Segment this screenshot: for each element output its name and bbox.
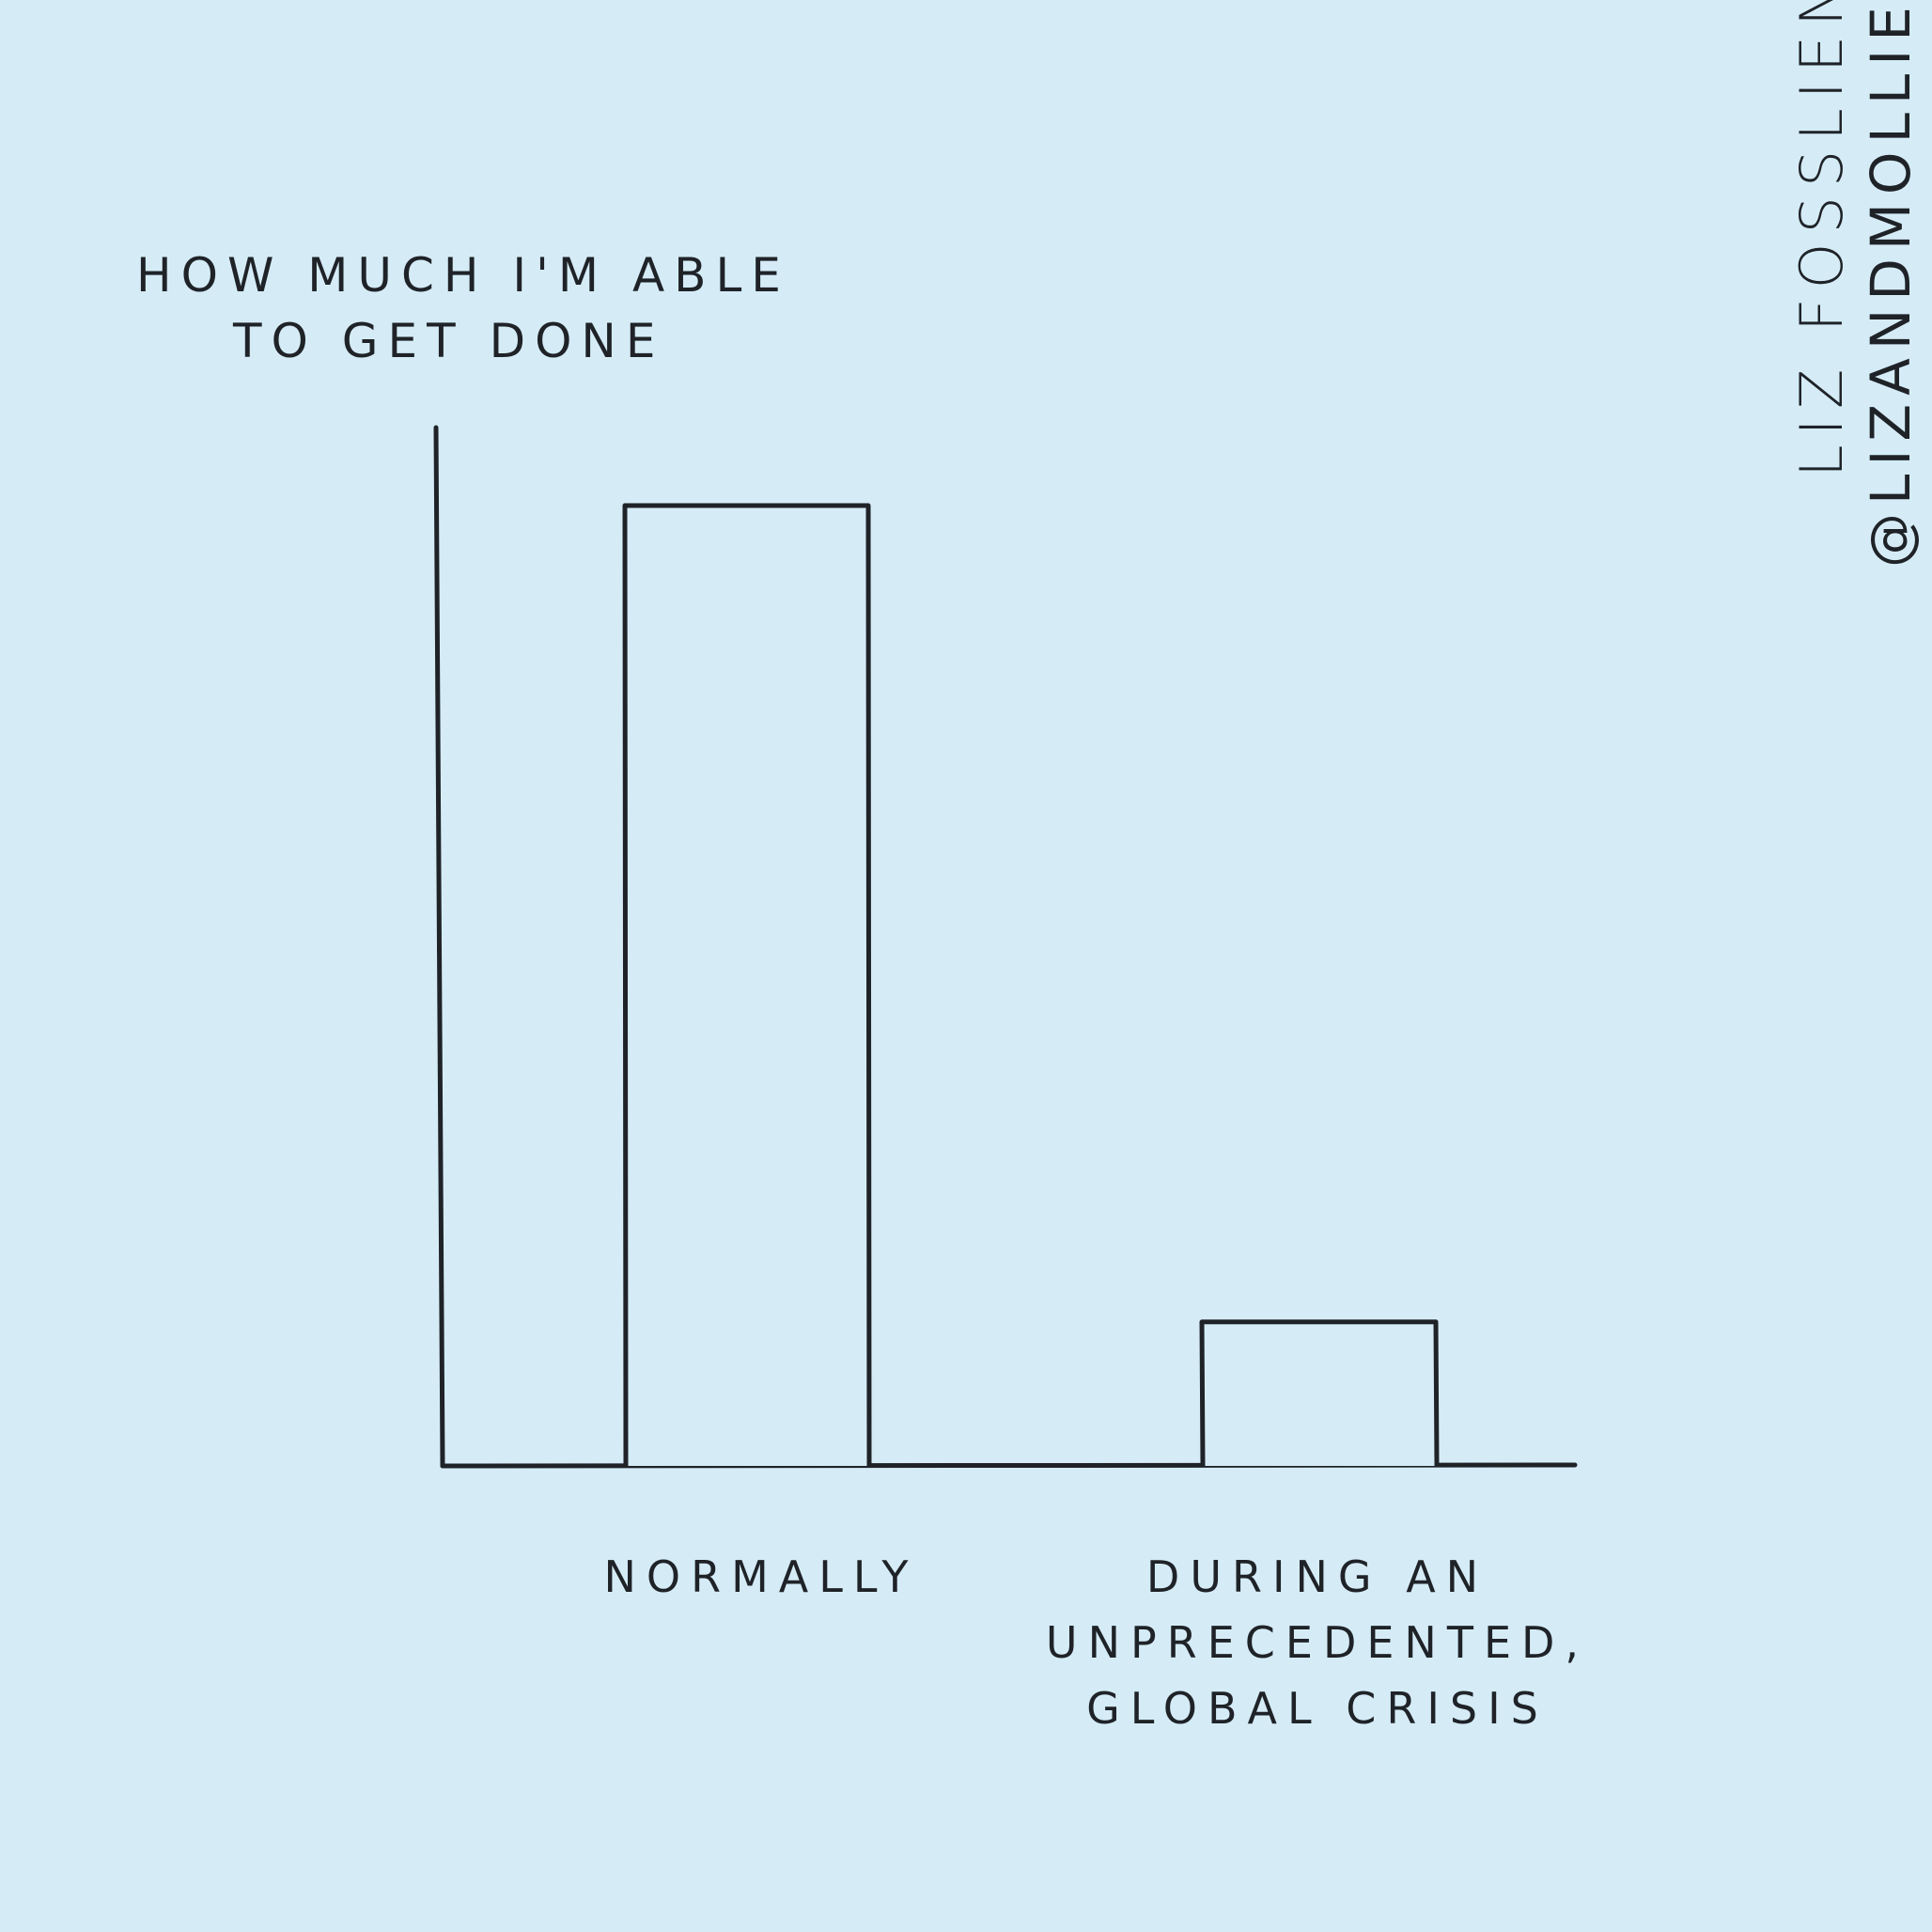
bar: [622, 503, 872, 1467]
bar: [1199, 1319, 1440, 1467]
category-label: NORMALLY: [604, 1551, 919, 1602]
credits: LIZ FOSSLIEN @LIZANDMOLLIE: [1787, 0, 1923, 568]
bars: [622, 503, 1440, 1467]
category-labels: NORMALLY DURING AN UNPRECEDENTED, GLOBAL CR…: [604, 1551, 1589, 1734]
y-axis-label-line: HOW MUCH I'M ABLE: [136, 248, 790, 303]
y-axis-label-line: TO GET DONE: [232, 314, 664, 368]
y-axis-label: HOW MUCH I'M ABLE TO GET DONE: [136, 248, 790, 368]
category-label: GLOBAL CRISIS: [1086, 1683, 1549, 1734]
axes: [433, 425, 1578, 1469]
credit-name: LIZ FOSSLIEN: [1787, 0, 1856, 477]
credit-handle: @LIZANDMOLLIE: [1859, 0, 1923, 568]
category-label: UNPRECEDENTED,: [1046, 1617, 1589, 1668]
y-axis-line: [433, 425, 445, 1469]
category-label: DURING AN: [1146, 1551, 1488, 1602]
